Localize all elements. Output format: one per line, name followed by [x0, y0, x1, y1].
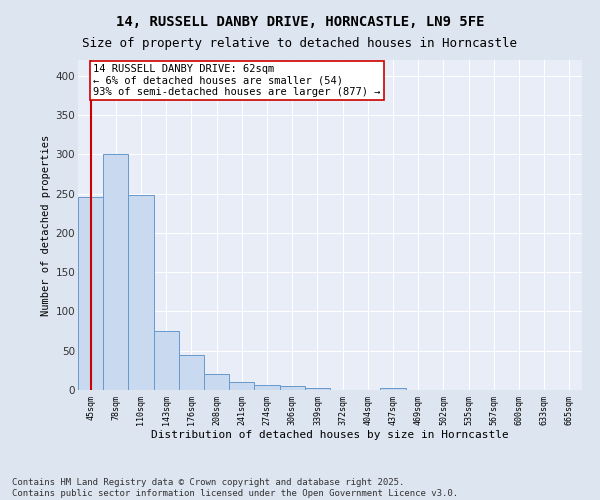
X-axis label: Distribution of detached houses by size in Horncastle: Distribution of detached houses by size …	[151, 430, 509, 440]
Text: Contains HM Land Registry data © Crown copyright and database right 2025.
Contai: Contains HM Land Registry data © Crown c…	[12, 478, 458, 498]
Bar	[305, 388, 330, 390]
Bar	[204, 374, 229, 390]
Bar	[103, 154, 128, 390]
Bar	[280, 386, 305, 390]
Text: Size of property relative to detached houses in Horncastle: Size of property relative to detached ho…	[83, 38, 517, 51]
Bar	[179, 354, 204, 390]
Bar	[154, 331, 179, 390]
Y-axis label: Number of detached properties: Number of detached properties	[41, 134, 52, 316]
Text: 14 RUSSELL DANBY DRIVE: 62sqm
← 6% of detached houses are smaller (54)
93% of se: 14 RUSSELL DANBY DRIVE: 62sqm ← 6% of de…	[93, 64, 380, 97]
Bar	[380, 388, 406, 390]
Bar	[254, 384, 280, 390]
Bar	[78, 198, 103, 390]
Text: 14, RUSSELL DANBY DRIVE, HORNCASTLE, LN9 5FE: 14, RUSSELL DANBY DRIVE, HORNCASTLE, LN9…	[116, 15, 484, 29]
Bar	[229, 382, 254, 390]
Bar	[128, 195, 154, 390]
